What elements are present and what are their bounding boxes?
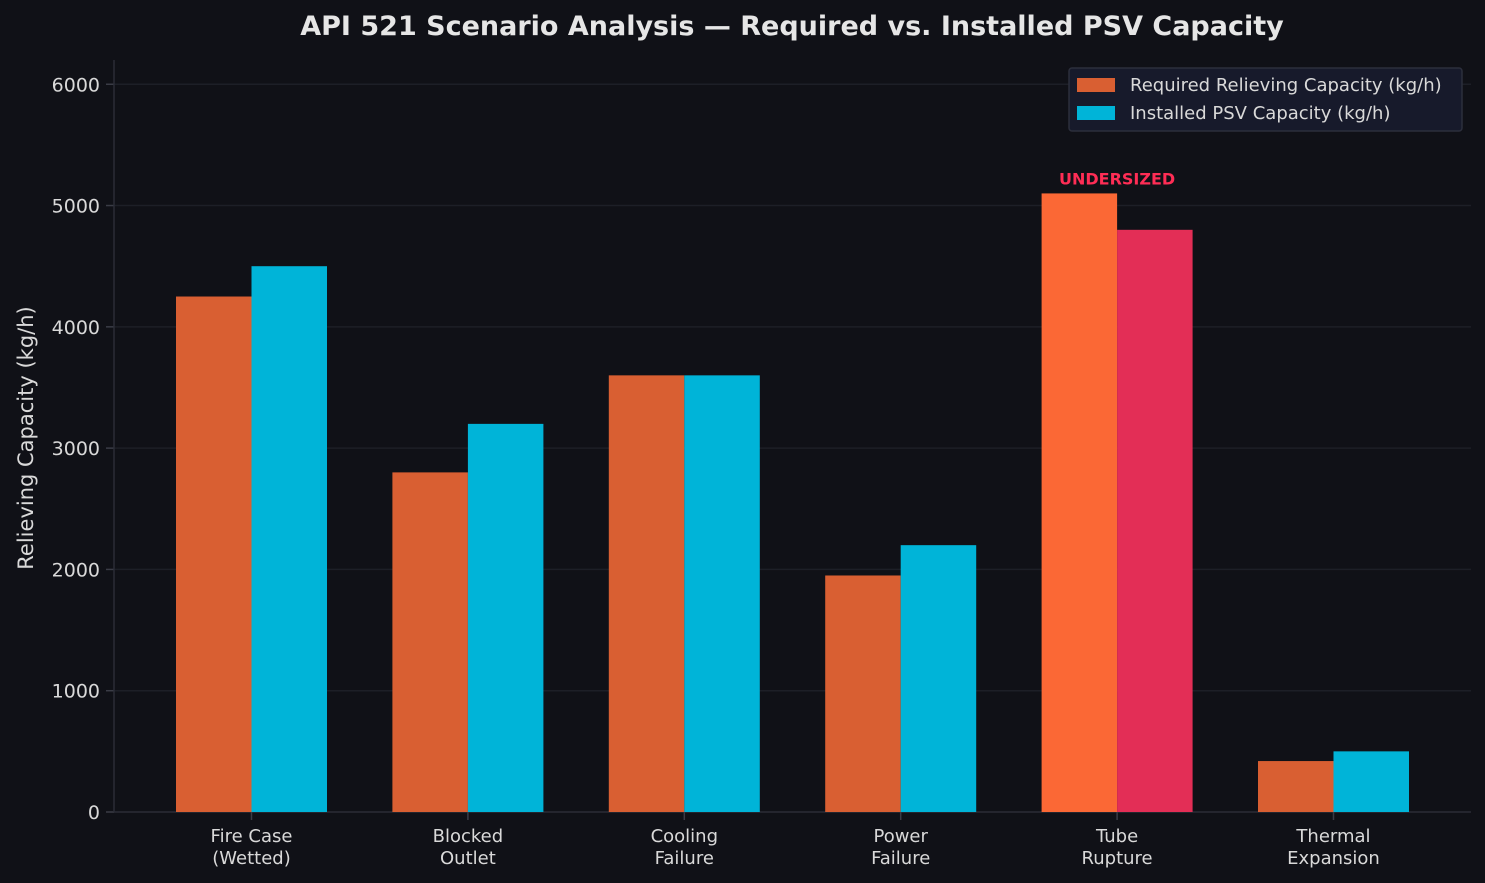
y-tick-label: 6000	[52, 74, 100, 96]
bar-required	[1258, 761, 1334, 812]
bar-installed	[1333, 751, 1409, 812]
y-axis-label: Relieving Capacity (kg/h)	[14, 306, 38, 569]
bar-required	[608, 375, 685, 812]
x-tick-label: Cooling Failure	[651, 826, 718, 869]
bar-installed	[1117, 229, 1193, 812]
bar-installed	[684, 375, 760, 812]
legend-swatch	[1077, 106, 1115, 120]
x-tick-label: Tube Rupture	[1082, 826, 1153, 869]
legend-swatch	[1077, 78, 1115, 92]
y-tick-label: 2000	[52, 559, 100, 581]
x-tick-label: Fire Case (Wetted)	[211, 826, 293, 869]
legend: Required Relieving Capacity (kg/h) Instal…	[1068, 67, 1463, 132]
legend-label: Installed PSV Capacity (kg/h)	[1130, 103, 1390, 124]
y-tick-label: 5000	[52, 196, 100, 218]
x-tick-label: Blocked Outlet	[433, 826, 504, 869]
bar-required	[1041, 193, 1118, 812]
category-labels: Fire Case (Wetted) Blocked Outlet Cooling Fai…	[211, 826, 1380, 869]
y-tick-label: 1000	[52, 681, 100, 703]
bar-required	[176, 296, 252, 813]
annotations: UNDERSIZED	[1059, 169, 1175, 188]
y-tick-label: 0	[88, 802, 100, 824]
y-tick-label: 3000	[52, 438, 100, 460]
bar-required	[825, 575, 901, 812]
annotation-label: UNDERSIZED	[1059, 169, 1175, 188]
x-tick-label: Thermal Expansion	[1287, 826, 1380, 869]
y-tick-label: 4000	[52, 317, 100, 339]
bar-installed	[467, 423, 544, 812]
bar-installed	[900, 545, 977, 812]
chart-title: API 521 Scenario Analysis — Required vs.…	[300, 11, 1284, 42]
legend-box	[1068, 67, 1463, 132]
axes: 0 1000 2000 3000 4000 5000 6000	[52, 60, 1471, 824]
bars	[176, 193, 1409, 813]
legend-label: Required Relieving Capacity (kg/h)	[1130, 75, 1442, 96]
bar-required	[392, 472, 468, 812]
bar-installed	[251, 266, 327, 812]
x-tick-label: Power Failure	[871, 826, 930, 869]
